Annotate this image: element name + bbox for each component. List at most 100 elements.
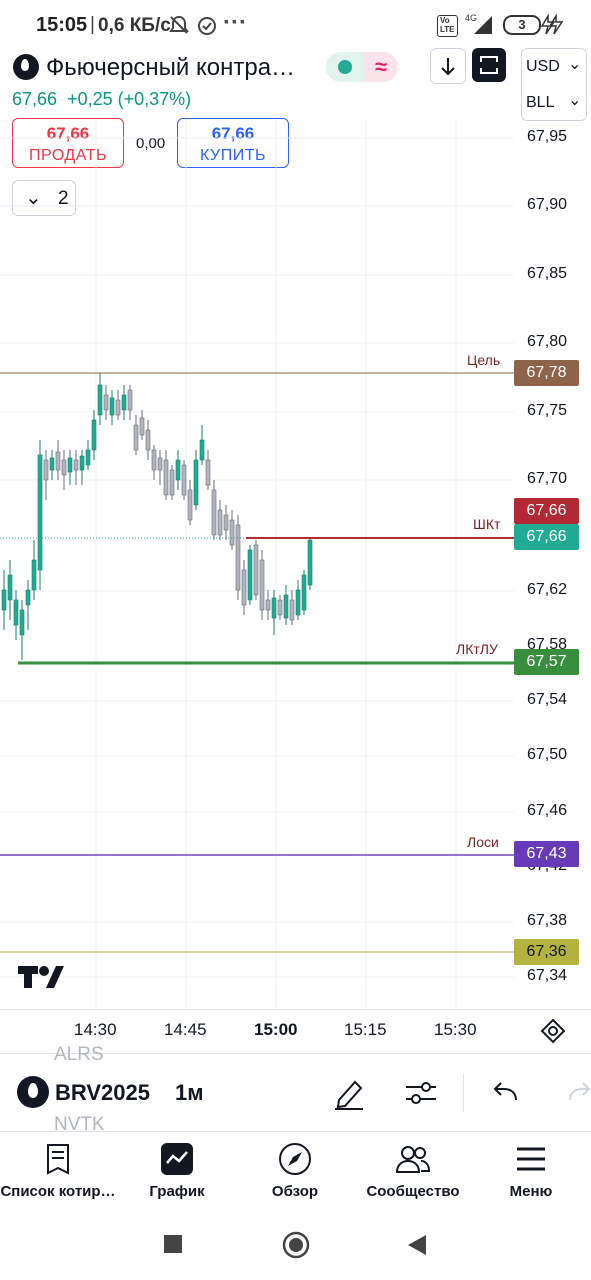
- toolbar-divider: [463, 1074, 464, 1112]
- buy-label: КУПИТЬ: [200, 147, 266, 164]
- nav-overview-label: Обзор: [271, 1183, 319, 1200]
- status-separator: |: [90, 14, 95, 35]
- unit-select[interactable]: BLL ⌄: [521, 84, 587, 121]
- sell-label: ПРОДАТЬ: [29, 147, 107, 164]
- home-circle-icon[interactable]: [282, 1231, 310, 1259]
- delayed-data-icon: ≈: [364, 52, 398, 82]
- candle-body: [217, 509, 223, 536]
- candle-body: [151, 449, 157, 471]
- indicators-settings-icon[interactable]: [404, 1078, 438, 1108]
- x-tick: 14:45: [164, 1020, 207, 1039]
- x-tick: 15:30: [434, 1020, 477, 1039]
- market-status-pill[interactable]: ≈: [326, 52, 398, 82]
- candle-body: [265, 599, 271, 611]
- candle-body: [307, 539, 313, 586]
- fullscreen-icon: [480, 56, 498, 74]
- recents-square-icon[interactable]: [164, 1235, 182, 1253]
- chart-grid: [0, 120, 514, 1010]
- candle-body: [145, 429, 151, 451]
- candle-body: [67, 457, 73, 473]
- currency-value: USD: [526, 58, 560, 75]
- nav-community[interactable]: Сообщество: [365, 1131, 461, 1209]
- x-tick: 15:15: [344, 1020, 387, 1039]
- candle-body: [139, 417, 145, 436]
- candle-body: [85, 449, 91, 466]
- candle-body: [7, 574, 13, 601]
- candle-body: [163, 459, 169, 496]
- price-tag-losi: 67,43: [514, 841, 579, 867]
- community-icon: [395, 1146, 431, 1173]
- candle-body: [55, 451, 61, 471]
- price-tag-lktlu: 67,57: [514, 649, 579, 675]
- nav-chart[interactable]: График: [137, 1131, 217, 1209]
- draw-pencil-icon[interactable]: [333, 1076, 365, 1110]
- redo-icon[interactable]: [566, 1080, 590, 1104]
- candle-body: [199, 439, 205, 461]
- status-speed: 0,6 КБ/с: [98, 15, 171, 36]
- candle-body: [283, 594, 289, 619]
- collapse-indicators-button[interactable]: ⌄ 2: [12, 180, 76, 216]
- candle-body: [247, 549, 253, 601]
- compass-icon: [279, 1143, 311, 1175]
- volte-icon: Vo LTE: [437, 15, 458, 37]
- auto-scale-button[interactable]: [540, 1018, 566, 1044]
- candle-body: [19, 609, 25, 636]
- candles-group: [1, 373, 313, 660]
- candle-body: [61, 459, 67, 476]
- nav-chart-label: График: [149, 1183, 205, 1200]
- indicator-count: 2: [58, 188, 69, 209]
- currency-select[interactable]: USD ⌄: [521, 48, 587, 85]
- y-tick: 67,46: [527, 802, 568, 819]
- symbol-button[interactable]: BRV2025: [55, 1080, 150, 1105]
- candle-body: [205, 459, 211, 486]
- bottom-nav: [0, 1131, 591, 1210]
- level-label-losi: Лоси: [467, 834, 499, 850]
- y-tick: 67,34: [527, 967, 568, 984]
- x-tick: 15:00: [254, 1020, 298, 1039]
- market-open-dot-icon: [338, 60, 352, 74]
- undo-icon[interactable]: [492, 1080, 520, 1104]
- candle-body: [133, 424, 139, 451]
- nav-watchlist[interactable]: Список котир…: [0, 1131, 116, 1209]
- y-tick: 67,62: [527, 581, 568, 598]
- status-bar: 15:05 | 0,6 КБ/с ··· Vo LTE 4G 3: [0, 0, 591, 50]
- network-type: 4G: [465, 13, 478, 23]
- candle-body: [241, 569, 247, 606]
- candle-body: [175, 459, 181, 481]
- candle-body: [1, 589, 7, 611]
- system-nav-bar: [0, 1209, 591, 1280]
- y-tick: 67,58: [527, 636, 568, 653]
- price-summary: 67,66 +0,25 (+0,37%): [12, 89, 191, 110]
- candle-body: [211, 489, 217, 536]
- price-change: +0,25 (+0,37%): [67, 89, 192, 109]
- y-tick: 67,85: [527, 265, 568, 282]
- chart-icon: [161, 1143, 193, 1175]
- candle-body: [295, 589, 301, 616]
- chevron-down-icon: ⌄: [568, 56, 582, 73]
- candle-body: [289, 599, 295, 621]
- signal-icon: [474, 16, 492, 34]
- price-chart[interactable]: [0, 120, 591, 1010]
- candle-body: [157, 457, 163, 471]
- oil-drop-icon: [13, 54, 39, 80]
- download-button[interactable]: [430, 48, 466, 84]
- price-tag-target: 67,78: [514, 360, 579, 386]
- battery-icon: 3: [503, 15, 541, 35]
- candle-body: [223, 514, 229, 531]
- chart-toolbar: ALRS BRV2025 1м NVTK: [0, 1044, 591, 1135]
- y-tick: 67,80: [527, 333, 568, 350]
- candle-body: [301, 574, 307, 611]
- symbol-title[interactable]: Фьючерсный контра…: [46, 54, 296, 81]
- fullscreen-button[interactable]: [472, 48, 506, 82]
- candle-body: [79, 455, 85, 471]
- nav-overview[interactable]: Обзор: [255, 1131, 335, 1209]
- arrow-down-icon: [441, 58, 455, 76]
- y-tick: 67,90: [527, 196, 568, 213]
- interval-button[interactable]: 1м: [175, 1080, 204, 1105]
- alarm-icon: [198, 17, 216, 35]
- candle-body: [115, 399, 121, 416]
- nav-community-label: Сообщество: [366, 1183, 460, 1200]
- back-triangle-icon[interactable]: [406, 1233, 428, 1257]
- price-tag-last: 67,66: [514, 524, 579, 550]
- nav-menu[interactable]: Меню: [495, 1131, 567, 1209]
